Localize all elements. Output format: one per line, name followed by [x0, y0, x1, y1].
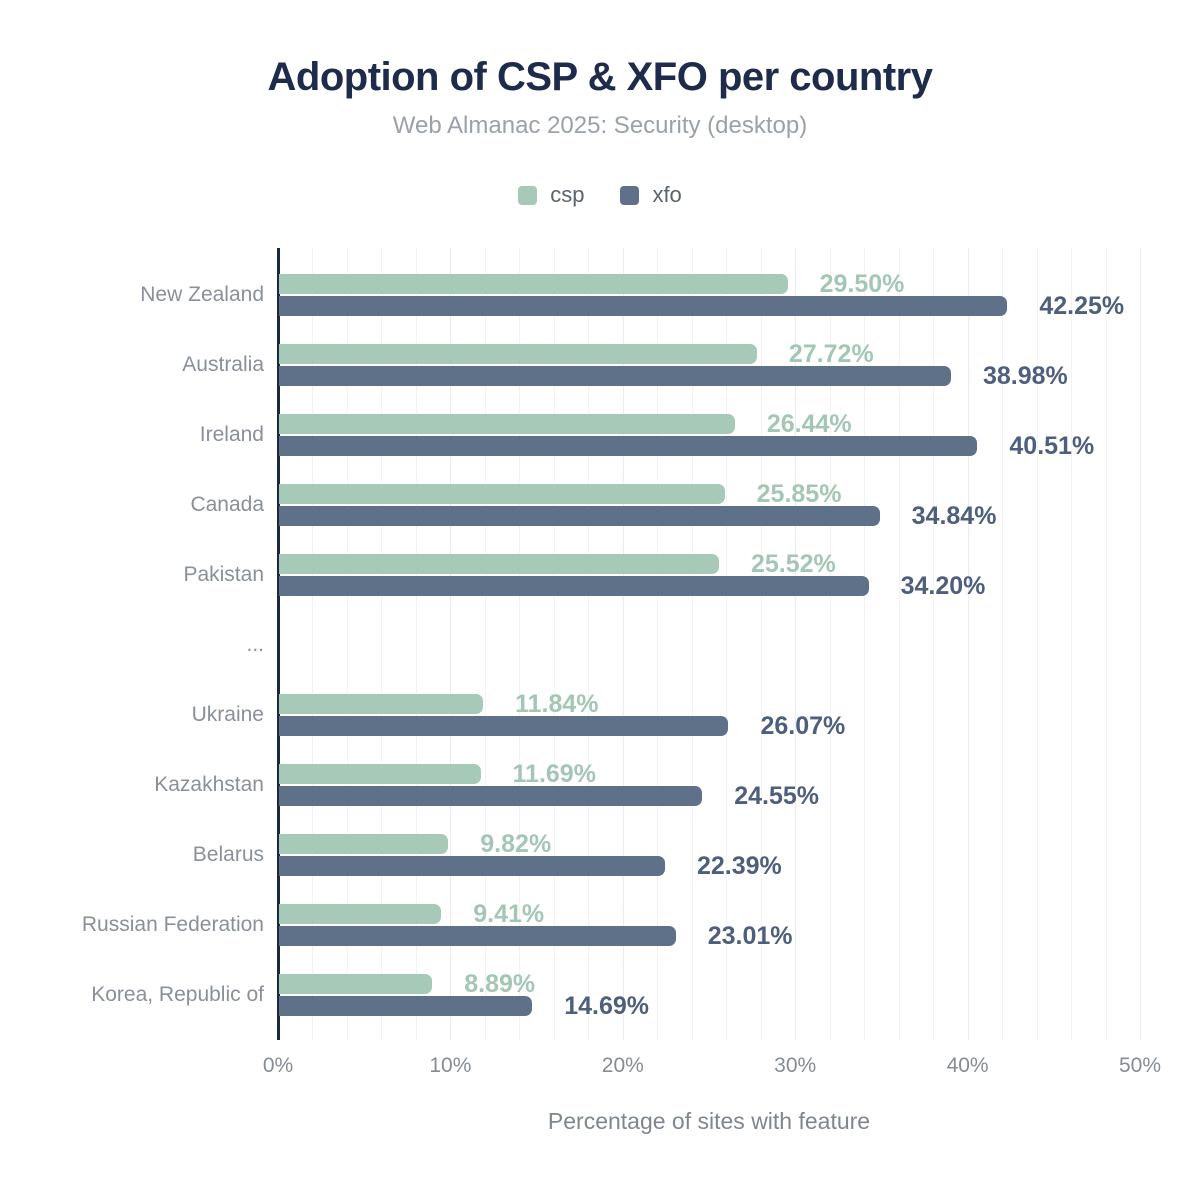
csp-bar — [279, 484, 725, 504]
gridline-minor — [484, 248, 486, 1040]
xfo-bar — [279, 716, 729, 736]
xfo-value-label: 14.69% — [564, 991, 650, 1020]
category-label: Pakistan — [183, 563, 264, 586]
xfo-bar — [279, 786, 703, 806]
x-tick-label: 40% — [946, 1054, 989, 1077]
csp-value-label: 8.89% — [464, 969, 536, 998]
csp-bar — [279, 414, 735, 434]
gridline-minor — [381, 248, 383, 1040]
gridline-minor — [898, 248, 900, 1040]
category-label: Ukraine — [191, 703, 264, 726]
gridline-minor — [691, 248, 693, 1040]
xfo-value-label: 26.07% — [760, 711, 846, 740]
xfo-bar — [279, 926, 676, 946]
x-axis-title: Percentage of sites with feature — [547, 1108, 871, 1134]
category-label: Ireland — [199, 423, 264, 446]
gridline-minor — [553, 248, 555, 1040]
gridline-minor — [588, 248, 590, 1040]
legend: csp xfo — [0, 182, 1200, 208]
csp-bar — [279, 344, 757, 364]
csp-value-label: 25.85% — [756, 479, 842, 508]
gridline-minor — [829, 248, 831, 1040]
x-tick-label: 10% — [429, 1054, 472, 1077]
csp-value-label: 9.82% — [480, 829, 552, 858]
gridline-major — [450, 248, 452, 1040]
csp-bar — [279, 834, 449, 854]
gridline-minor — [657, 248, 659, 1040]
chart-title: Adoption of CSP & XFO per country — [267, 55, 933, 99]
category-label: Canada — [190, 493, 264, 516]
csp-bar — [279, 274, 788, 294]
csp-value-label: 9.41% — [473, 899, 545, 928]
category-label: New Zealand — [140, 283, 264, 306]
legend-item-xfo: xfo — [620, 182, 682, 208]
category-label: Kazakhstan — [154, 773, 264, 796]
category-label: Russian Federation — [81, 913, 264, 936]
xfo-bar — [279, 996, 533, 1016]
xfo-bar — [279, 366, 951, 386]
chart-subtitle: Web Almanac 2025: Security (desktop) — [392, 112, 808, 139]
gridline-minor — [933, 248, 935, 1040]
csp-value-label: 26.44% — [766, 409, 852, 438]
legend-label-csp: csp — [550, 182, 585, 207]
x-tick-label: 30% — [774, 1054, 817, 1077]
xfo-value-label: 34.20% — [900, 571, 986, 600]
csp-bar — [279, 764, 481, 784]
gridline-minor — [1002, 248, 1004, 1040]
xfo-value-label: 38.98% — [983, 361, 1068, 390]
xfo-value-label: 22.39% — [697, 851, 782, 880]
gridline-minor — [1105, 248, 1107, 1040]
csp-bar — [279, 904, 442, 924]
csp-bar — [279, 554, 719, 574]
csp-value-label: 27.72% — [788, 339, 874, 368]
legend-item-csp: csp — [518, 182, 584, 208]
xfo-bar — [279, 856, 665, 876]
gridline-minor — [519, 248, 521, 1040]
gridline-minor — [1071, 248, 1073, 1040]
x-tick-label: 50% — [1118, 1054, 1162, 1077]
gridline-minor — [415, 248, 417, 1040]
x-tick-label: 20% — [601, 1054, 644, 1077]
category-label: Belarus — [192, 843, 264, 866]
xfo-value-label: 34.84% — [911, 501, 997, 530]
xfo-bar — [279, 296, 1008, 316]
xfo-bar — [279, 436, 978, 456]
gridline-major — [967, 248, 969, 1040]
xfo-bar — [279, 506, 880, 526]
y-axis-line — [277, 248, 280, 1040]
gridline-minor — [1036, 248, 1038, 1040]
gridline-minor — [864, 248, 866, 1040]
gridline-minor — [760, 248, 762, 1040]
xfo-value-label: 24.55% — [734, 781, 820, 810]
gridline-minor — [312, 248, 314, 1040]
csp-value-label: 11.84% — [515, 689, 599, 718]
xfo-value-label: 40.51% — [1009, 431, 1095, 460]
category-label: Korea, Republic of — [91, 983, 264, 1006]
category-label: Australia — [182, 353, 264, 376]
csp-value-label: 29.50% — [819, 269, 905, 298]
csp-value-label: 25.52% — [750, 549, 836, 578]
gridline-major — [795, 248, 797, 1040]
gridline-minor — [346, 248, 348, 1040]
xfo-value-label: 42.25% — [1039, 291, 1125, 320]
legend-label-xfo: xfo — [652, 182, 682, 207]
csp-swatch-icon — [518, 185, 538, 205]
gridline-major — [622, 248, 624, 1040]
xfo-value-label: 23.01% — [707, 921, 793, 950]
csp-bar — [279, 974, 433, 994]
plot-area: Percentage of sites with feature New Zea… — [82, 248, 1161, 1134]
x-tick-label: 0% — [262, 1054, 294, 1077]
gridline-minor — [726, 248, 728, 1040]
gridline-major — [1140, 248, 1141, 1040]
ellipsis-label: ... — [246, 633, 264, 656]
csp-bar — [279, 694, 484, 714]
csp-value-label: 11.69% — [512, 759, 596, 788]
xfo-swatch-icon — [620, 185, 640, 205]
xfo-bar — [279, 576, 869, 596]
